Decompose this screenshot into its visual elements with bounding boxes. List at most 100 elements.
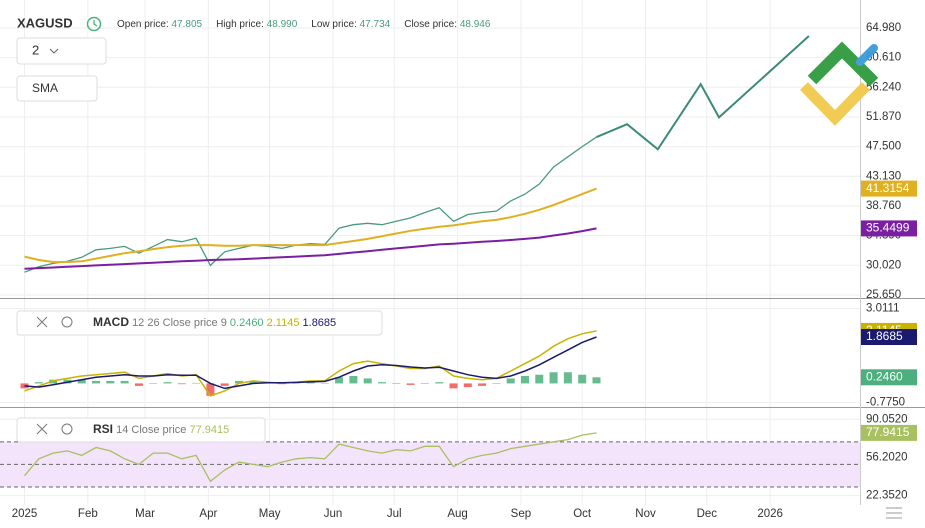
y-tick-label: 90.0520 [866,413,908,425]
settings-icon[interactable] [61,423,73,435]
histogram-bar [134,383,143,386]
histogram-bar [392,383,401,384]
histogram-bar [34,382,43,384]
histogram-bar [435,382,444,384]
histogram-bar [77,379,86,384]
logo [800,41,879,126]
y-tick-label: 56.2020 [866,451,908,463]
close-icon[interactable] [36,316,48,328]
indicator-label[interactable]: SMA [32,81,58,95]
value-badge-label: 77.9415 [866,425,910,439]
ohlc-item: Low price: 47.734 [311,19,390,30]
x-tick-label: Feb [78,508,98,520]
histogram-bar [192,382,201,384]
histogram-bar [406,383,415,385]
histogram-bar [206,383,215,396]
histogram-bar [220,383,229,386]
x-tick-label: Sep [511,508,531,520]
signal-line [24,336,597,390]
value-badge-label: 35.4499 [866,221,910,235]
y-tick-label: -0.7750 [866,397,905,409]
forecast-line [596,35,810,151]
value-badge-label: 0.2460 [866,369,903,383]
ohlc-label: High price: [216,19,264,30]
x-tick-label: May [259,508,281,520]
x-tick-label: 2025 [12,508,38,520]
plot: 2025 Feb Mar Apr May Jun Jul Aug Sep Oct Nov Dec 202… [12,22,917,520]
histogram-bar [177,383,186,385]
y-tick-label: 64.980 [866,22,901,34]
y-tick-label: 47.500 [866,141,901,153]
background [0,0,860,505]
interval-select[interactable] [16,37,107,65]
x-tick-label: Mar [135,508,155,520]
value-badge [861,220,917,237]
histogram-bar [492,383,501,384]
settings-icon[interactable] [886,507,902,519]
ohlc-info: Open price: 47.805 High price: 48.990 Low … [117,19,491,30]
y-tick-label: 60.610 [866,52,901,64]
histogram-bar [306,382,315,384]
y-tick-label: 3.0111 [866,303,899,315]
ohlc-item: Open price: 47.805 [117,19,203,30]
histogram-bar [535,374,544,384]
y-tick-label: 43.130 [866,170,901,182]
logo-part [807,41,879,87]
y-tick-label: 25.650 [866,289,901,301]
ohlc-label: Close price: [404,19,457,30]
logo-part [856,44,878,66]
macd-legend-text: MACD 12 26 Close price 9 0.2460 2.1145 1… [93,315,336,329]
histogram-bar [420,383,429,384]
close-icon[interactable] [36,423,48,435]
ohlc-label: Open price: [117,19,169,30]
value-badge [861,369,917,386]
histogram-bar [563,372,572,384]
y-tick-label: 56.240 [866,81,901,93]
x-tick-label: Apr [199,508,217,520]
x-tick-label: Jul [387,508,402,520]
value-badge [861,180,917,197]
value-badge-label: 41.3154 [866,181,910,195]
x-tick-label: Nov [635,508,656,520]
ohlc-value: 47.734 [360,19,391,30]
histogram-bar [92,380,101,384]
histogram-bar [463,383,472,388]
y-tick-label: 38.760 [866,200,901,212]
rsi-legend-text: RSI 14 Close price 77.9415 [93,422,229,436]
logo-part [800,82,870,126]
histogram-bar [520,375,529,384]
histogram-bar [592,377,601,384]
sma-fast-line [24,187,597,263]
ohlc-item: High price: 48.990 [216,19,298,30]
dropdown-arrow[interactable] [49,48,59,54]
histogram-bar [320,382,329,384]
symbol: XAGUSD [17,15,73,30]
clock-icon [93,20,98,27]
x-tick-label: Aug [447,508,467,520]
histogram-bar [106,380,115,384]
ohlc-value: 48.946 [460,19,491,30]
clock-icon [86,16,102,32]
settings-icon[interactable] [61,316,73,328]
y-tick-label: 22.3520 [866,490,908,502]
ohlc-label: Low price: [311,19,357,30]
x-tick-label: Dec [697,508,718,520]
histogram-bar [449,383,458,389]
sma-slow-line [24,227,597,270]
x-tick-label: Oct [573,508,592,520]
histogram-bar [149,383,158,384]
histogram-bar [249,380,258,384]
x-tick-label: Jun [324,508,343,520]
histogram-bar [349,375,358,384]
interval-value[interactable]: 2 [32,42,39,57]
price-line [24,136,597,273]
x-tick-label: 2026 [757,508,783,520]
indicator-button[interactable] [16,75,98,102]
histogram-bar [377,382,386,384]
rsi-line [24,432,597,483]
histogram-bar [335,377,344,384]
ohlc-value: 47.805 [171,19,202,30]
ohlc-value: 48.990 [267,19,298,30]
histogram-bar [478,383,487,386]
